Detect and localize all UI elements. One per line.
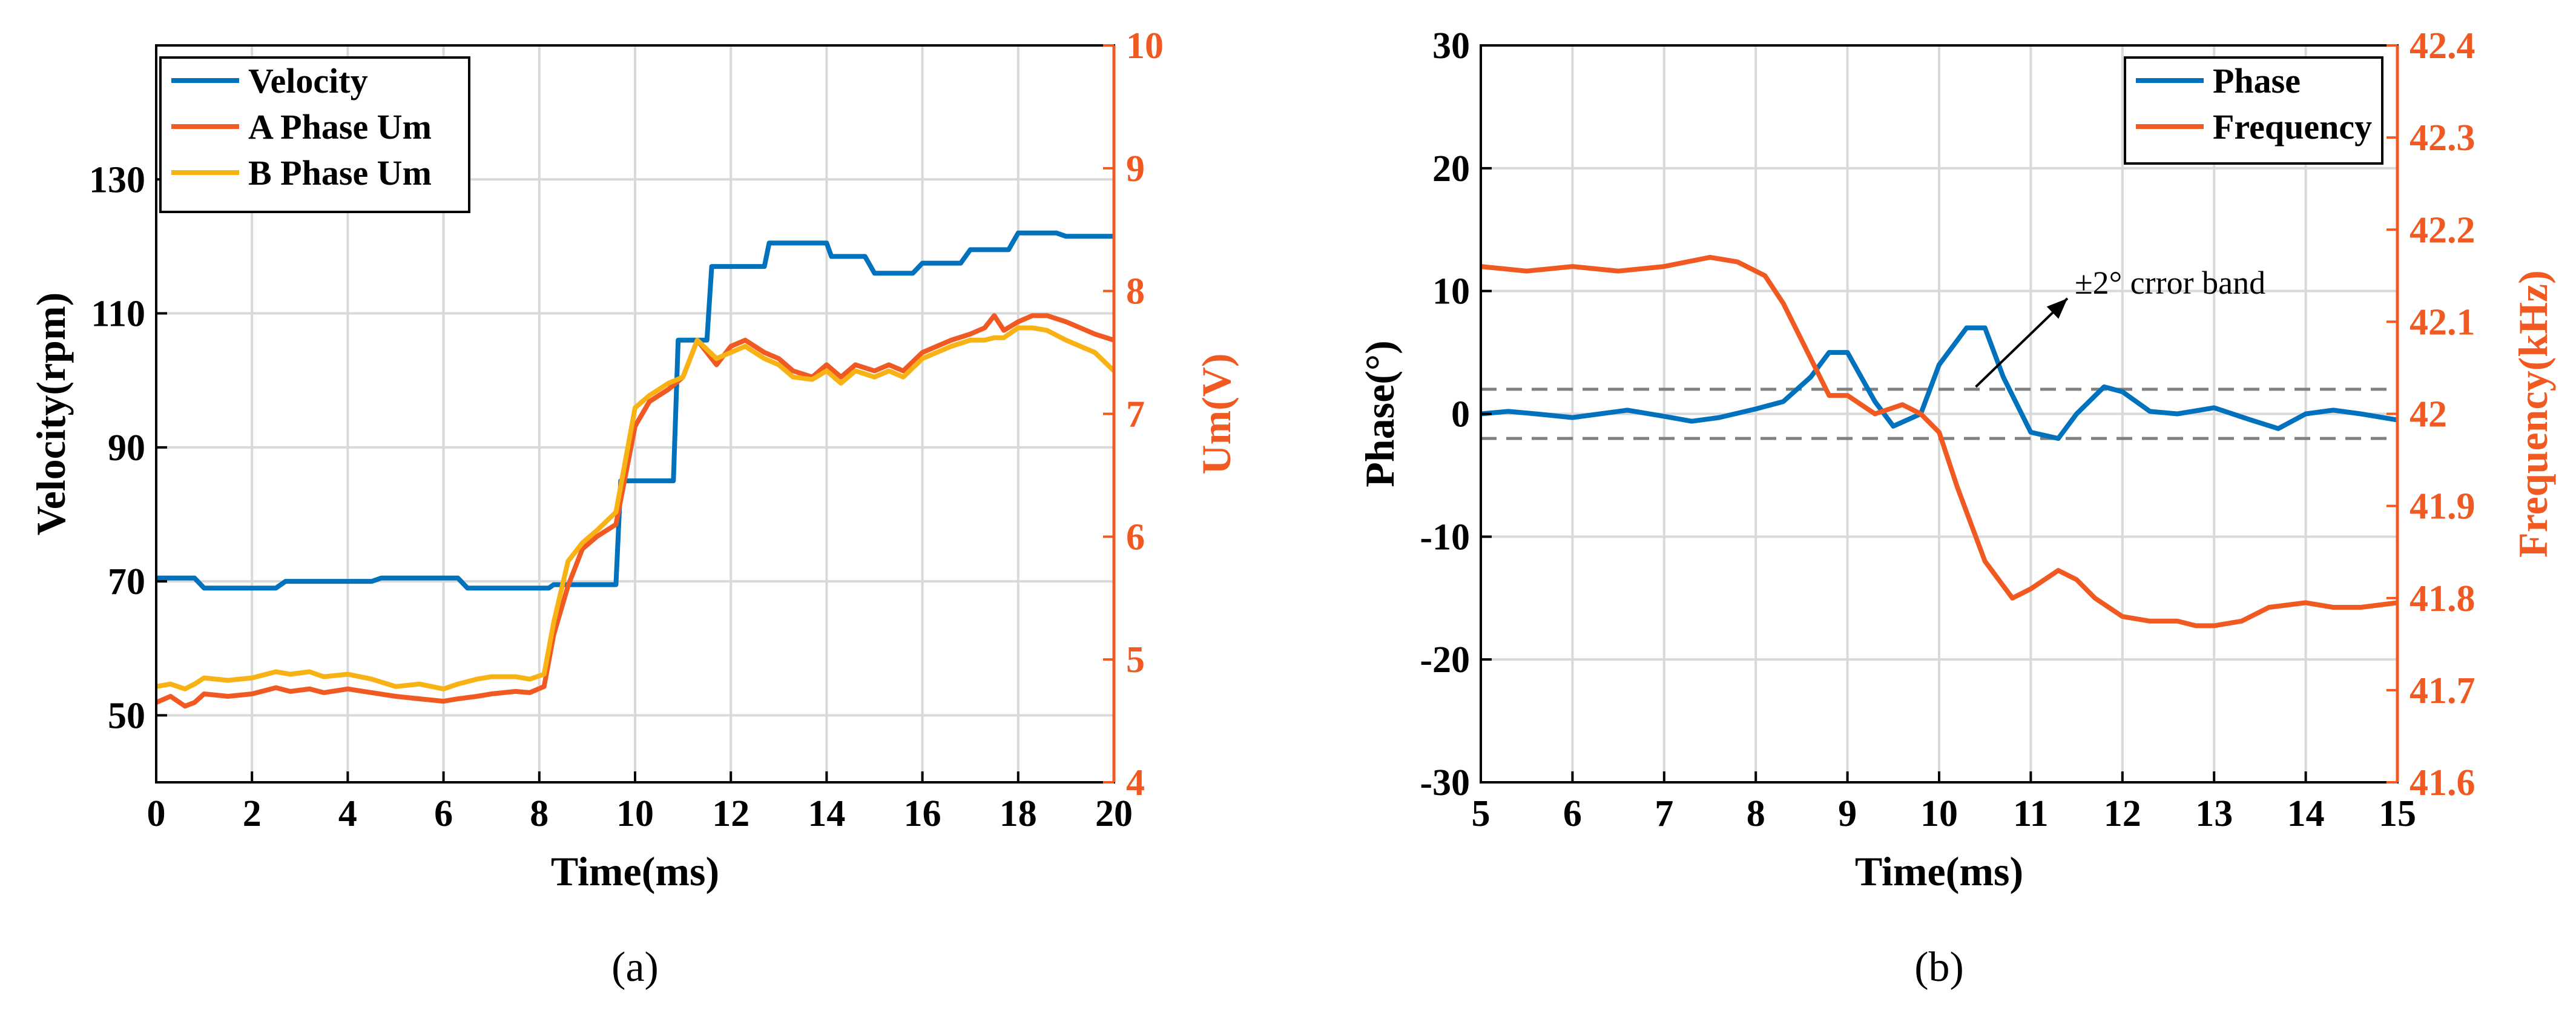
x-tick-label: 5	[1472, 793, 1491, 834]
series-line	[156, 325, 1116, 691]
left-y-tick-label: -30	[1420, 762, 1470, 803]
series-line	[155, 313, 1115, 709]
x-tick-label: 11	[2013, 793, 2049, 834]
left-y-tick-label: 90	[108, 427, 145, 469]
x-tick-label: 14	[2287, 793, 2325, 834]
x-tick-label: 12	[2104, 793, 2141, 834]
annotation-label: ±2° crror band	[2075, 265, 2265, 301]
right-y-tick-label: 8	[1126, 271, 1145, 312]
left-y-tick-label: 50	[108, 695, 145, 736]
right-y-tick-label: 41.9	[2410, 486, 2476, 527]
x-tick-label: 20	[1095, 793, 1133, 834]
x-tick-label: 8	[530, 793, 548, 834]
annotation-arrow	[1975, 297, 2069, 388]
x-axis-label: Time(ms)	[1855, 848, 2023, 894]
left-y-tick-label: 130	[89, 159, 145, 200]
series-lines	[1480, 254, 2398, 629]
x-tick-label: 2	[243, 793, 262, 834]
x-tick-label: 8	[1747, 793, 1765, 834]
legend-label: Velocity	[248, 61, 368, 101]
right-y-tick-label: 41.6	[2410, 762, 2476, 803]
right-y-tick-label: 7	[1126, 394, 1145, 435]
panel-a-chart: 0 2 4 6 8 10 12 14 16 18 20 50 70 90 110 130 4 5 6 7 8 9 10 Ti…	[28, 25, 1239, 991]
x-tick-label: 10	[1920, 793, 1958, 834]
left-y-tick-label: 30	[1432, 25, 1470, 67]
series-line	[1480, 325, 2398, 441]
left-y-tick-label: 110	[91, 294, 145, 335]
left-y-tick-label: 70	[108, 561, 145, 602]
x-axis-label: Time(ms)	[551, 848, 719, 894]
right-y-tick-label: 42.1	[2410, 302, 2476, 343]
axis-ticks: 0 2 4 6 8 10 12 14 16 18 20 50 70 90 110 130 4 5 6 7 8 9 10	[89, 25, 1164, 834]
series-lines	[155, 230, 1116, 709]
left-y-axis-label: Velocity(rpm)	[28, 292, 74, 536]
legend-box	[2124, 56, 2383, 165]
right-y-tick-label: 4	[1126, 762, 1145, 803]
x-tick-label: 12	[712, 793, 749, 834]
right-y-tick-label: 42.3	[2410, 117, 2476, 159]
x-tick-label: 13	[2195, 793, 2233, 834]
x-tick-label: 9	[1838, 793, 1857, 834]
legend: Velocity A Phase Um B Phase Um	[159, 56, 470, 213]
legend-box	[159, 56, 470, 213]
panel-b-chart: 5 6 7 8 9 10 11 12 13 14 15 -30 -20 -10 0 10 20 30 41.6 41.…	[1357, 25, 2556, 991]
right-y-tick-label: 42.4	[2410, 25, 2476, 67]
legend-label: Frequency	[2213, 107, 2372, 147]
left-y-tick-label: -20	[1420, 639, 1470, 681]
legend: Phase Frequency	[2124, 56, 2383, 165]
annotation: ±2° crror band	[1975, 265, 2265, 388]
axis-ticks: 5 6 7 8 9 10 11 12 13 14 15 -30 -20 -10 0 10 20 30 41.6 41.…	[1420, 25, 2475, 834]
panel-caption: (a)	[611, 944, 659, 991]
x-tick-label: 6	[434, 793, 453, 834]
right-y-tick-label: 42.2	[2410, 210, 2476, 251]
x-tick-label: 6	[1563, 793, 1582, 834]
right-y-tick-label: 41.7	[2410, 670, 2476, 711]
x-tick-label: 10	[616, 793, 654, 834]
series-line	[1480, 254, 2398, 629]
panel-caption: (b)	[1914, 944, 1964, 991]
right-y-tick-label: 6	[1126, 516, 1145, 558]
x-tick-label: 0	[147, 793, 166, 834]
left-y-tick-label: 10	[1432, 271, 1470, 312]
arrowhead	[2046, 298, 2067, 319]
right-y-tick-label: 5	[1126, 639, 1145, 681]
left-y-axis-label: Phase(°)	[1357, 340, 1403, 487]
left-y-tick-label: 0	[1451, 394, 1470, 435]
x-tick-label: 16	[904, 793, 941, 834]
right-y-tick-label: 42	[2410, 394, 2447, 435]
legend-label: A Phase Um	[248, 107, 432, 147]
right-y-tick-label: 9	[1126, 148, 1145, 190]
x-tick-label: 15	[2379, 793, 2416, 834]
right-y-axis-label: Um(V)	[1193, 353, 1239, 474]
x-tick-label: 18	[1000, 793, 1037, 834]
series-line	[156, 230, 1114, 591]
x-tick-label: 14	[808, 793, 845, 834]
x-tick-label: 4	[338, 793, 357, 834]
grid-lines	[1481, 45, 2397, 782]
x-tick-label: 7	[1655, 793, 1673, 834]
legend-label: B Phase Um	[248, 153, 432, 193]
left-y-tick-label: -10	[1420, 516, 1470, 558]
right-y-axis-label: Frequency(kHz)	[2510, 270, 2556, 558]
right-y-tick-label: 41.8	[2410, 578, 2476, 619]
legend-label: Phase	[2213, 61, 2301, 101]
right-y-tick-label: 10	[1126, 25, 1164, 67]
left-y-tick-label: 20	[1432, 148, 1470, 190]
